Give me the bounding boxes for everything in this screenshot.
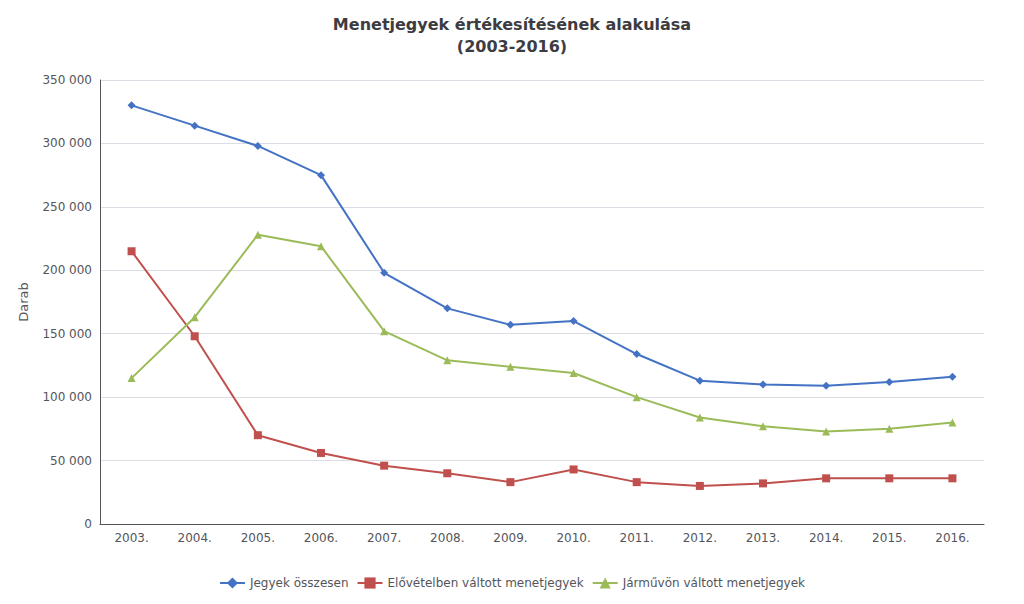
svg-text:2004.: 2004. [178,531,212,545]
svg-text:2013.: 2013. [746,531,780,545]
svg-text:2015.: 2015. [872,531,906,545]
svg-text:Darab: Darab [16,282,31,322]
svg-text:2016.: 2016. [935,531,969,545]
svg-text:2005.: 2005. [241,531,275,545]
svg-text:Jegyek összesen: Jegyek összesen [249,576,349,590]
svg-text:Járművön váltott menetjegyek: Járművön váltott menetjegyek [622,576,805,590]
svg-text:2003.: 2003. [114,531,148,545]
svg-text:2007.: 2007. [367,531,401,545]
svg-text:2014.: 2014. [809,531,843,545]
svg-text:200 000: 200 000 [42,263,92,277]
svg-text:300 000: 300 000 [42,136,92,150]
svg-text:(2003-2016): (2003-2016) [457,37,567,56]
svg-text:0: 0 [84,517,92,531]
svg-text:Menetjegyek értékesítésének al: Menetjegyek értékesítésének alakulása [333,15,691,34]
svg-text:50 000: 50 000 [50,454,92,468]
svg-text:2011.: 2011. [620,531,654,545]
svg-text:Elővételben váltott menetjegye: Elővételben váltott menetjegyek [388,576,584,590]
svg-text:250 000: 250 000 [42,200,92,214]
svg-text:2006.: 2006. [304,531,338,545]
svg-text:150 000: 150 000 [42,327,92,341]
svg-text:350 000: 350 000 [42,73,92,87]
svg-text:100 000: 100 000 [42,390,92,404]
svg-text:2010.: 2010. [556,531,590,545]
svg-text:2009.: 2009. [493,531,527,545]
svg-text:2008.: 2008. [430,531,464,545]
svg-text:2012.: 2012. [683,531,717,545]
